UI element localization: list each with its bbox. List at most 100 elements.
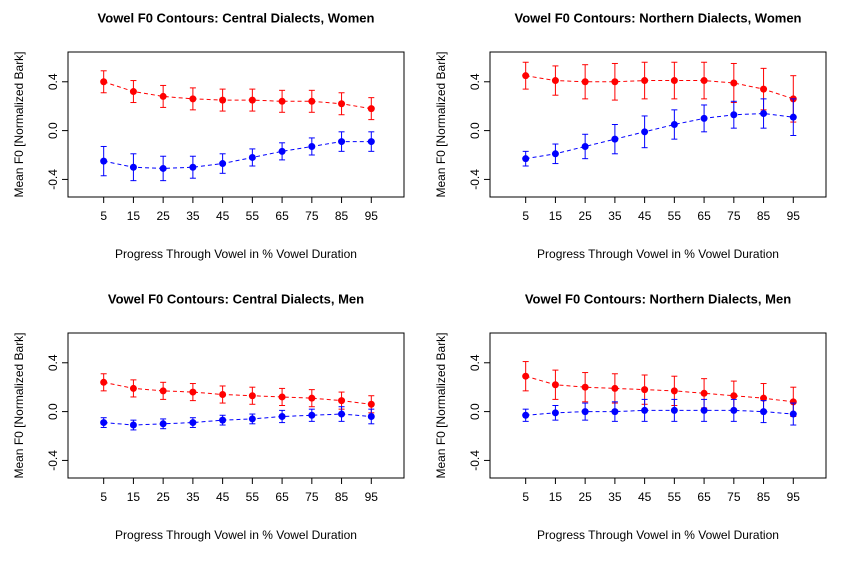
x-tick-label: 25 [578,490,592,504]
x-tick-label: 95 [787,209,801,223]
point [700,114,708,122]
point [308,97,316,105]
point [641,128,649,136]
x-tick-label: 25 [156,209,170,223]
point [670,121,678,128]
point [278,97,286,105]
x-tick-label: 75 [727,490,741,504]
point [670,387,678,395]
x-tick-label: 45 [216,490,230,504]
point [730,79,738,87]
point [641,386,649,394]
point [248,415,256,423]
y-tick-label: -0.4 [46,450,60,471]
x-axis-label: Progress Through Vowel in % Vowel Durati… [537,247,779,261]
point [338,100,346,108]
chart-title: Vowel F0 Contours: Central Dialects, Wom… [98,10,375,25]
point [100,419,108,427]
plot-frame [67,51,405,198]
plot-frame [489,51,827,198]
x-tick-label: 45 [216,209,230,223]
x-tick-label: 55 [668,209,682,223]
series-line [103,81,372,110]
point [248,96,256,104]
chart-title: Vowel F0 Contours: Northern Dialects, Wo… [515,10,802,25]
point [189,163,197,171]
x-tick-label: 95 [365,209,379,223]
series-line [525,113,794,160]
series-line [525,75,794,100]
x-tick-label: 5 [522,209,529,223]
plot-frame [67,332,405,479]
x-tick-label: 85 [335,209,349,223]
point [522,372,530,380]
point [308,142,316,150]
point [581,142,589,150]
series-line [525,409,794,416]
x-tick-label: 55 [668,490,682,504]
point [367,400,375,408]
point [551,381,559,389]
x-tick-label: 35 [186,209,200,223]
point [641,406,649,414]
y-tick-label: -0.4 [46,169,60,190]
point [700,406,708,414]
point [789,398,797,406]
point [522,72,530,80]
point [219,391,227,399]
y-tick-label: 0.4 [468,354,482,371]
y-axis-label: Mean F0 [Normalized Bark] [12,51,26,197]
x-tick-label: 25 [156,490,170,504]
point [159,387,167,395]
x-tick-label: 15 [549,209,563,223]
point [129,384,137,392]
point [338,410,346,418]
point [522,155,530,163]
point [551,409,559,417]
x-tick-label: 5 [522,490,529,504]
y-tick-label: 0.4 [468,73,482,90]
point [159,164,167,172]
y-axis-label: Mean F0 [Normalized Bark] [434,51,448,197]
point [730,111,738,119]
point [789,410,797,418]
point [129,163,137,171]
x-tick-label: 65 [697,209,711,223]
point [670,406,678,414]
chart-title: Vowel F0 Contours: Northern Dialects, Me… [525,291,791,306]
point [308,411,316,419]
point [551,150,559,158]
x-tick-label: 55 [246,490,260,504]
point [189,95,197,103]
x-tick-label: 35 [608,209,622,223]
point [760,110,768,118]
point [367,412,375,420]
point [278,412,286,420]
point [100,78,108,86]
x-tick-label: 75 [305,490,319,504]
point [189,388,197,396]
panel: Vowel F0 Contours: Northern Dialects, Wo… [434,10,827,261]
y-tick-label: 0.4 [46,73,60,90]
point [278,393,286,401]
point [611,384,619,392]
point [338,138,346,146]
point [367,138,375,146]
point [581,78,589,86]
point [700,389,708,397]
y-tick-label: 0.0 [468,122,482,139]
point [700,77,708,85]
point [129,88,137,96]
point [278,147,286,155]
y-axis-label: Mean F0 [Normalized Bark] [12,332,26,478]
plot-frame [489,332,827,479]
x-tick-label: 35 [608,490,622,504]
x-tick-label: 75 [305,209,319,223]
y-tick-label: -0.4 [468,450,482,471]
series-line [103,141,372,169]
x-tick-label: 65 [275,490,289,504]
x-tick-label: 65 [275,209,289,223]
point [248,153,256,161]
point [159,92,167,100]
